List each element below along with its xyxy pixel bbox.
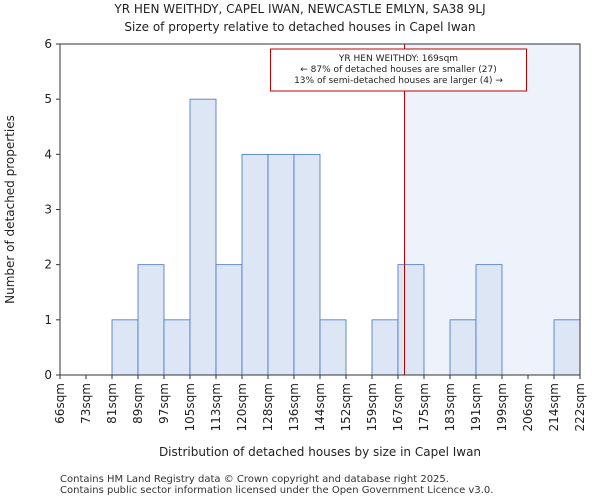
x-tick-label-81sqm: 81sqm <box>105 383 119 424</box>
chart-subtitle: Size of property relative to detached ho… <box>124 20 476 34</box>
y-tick-label-5: 5 <box>44 92 52 106</box>
bar-136sqm <box>293 153 321 376</box>
x-tick-label-89sqm: 89sqm <box>131 383 145 424</box>
bar-191sqm <box>475 264 503 376</box>
y-tick-label-3: 3 <box>44 203 52 217</box>
x-tick-label-128sqm: 128sqm <box>261 383 275 431</box>
footer-copyright: Contains HM Land Registry data © Crown c… <box>60 474 449 485</box>
x-tick-label-152sqm: 152sqm <box>339 383 353 431</box>
x-tick-label-167sqm: 167sqm <box>391 383 405 431</box>
y-tick-label-1: 1 <box>44 313 52 327</box>
chart-title: YR HEN WEITHDY, CAPEL IWAN, NEWCASTLE EM… <box>114 2 486 16</box>
bar-120sqm <box>241 153 269 376</box>
x-tick-label-183sqm: 183sqm <box>443 383 457 431</box>
bar-159sqm <box>371 319 399 376</box>
bar-144sqm <box>319 319 347 376</box>
y-tick-label-2: 2 <box>44 258 52 272</box>
x-tick-label-120sqm: 120sqm <box>235 383 249 431</box>
bar-97sqm <box>163 319 191 376</box>
x-tick-label-144sqm: 144sqm <box>313 383 327 431</box>
x-tick-label-66sqm: 66sqm <box>53 383 67 424</box>
bar-113sqm <box>215 264 243 376</box>
y-tick-label-6: 6 <box>44 37 52 51</box>
y-axis-label: Number of detached properties <box>3 115 17 304</box>
x-axis-label: Distribution of detached houses by size … <box>159 445 481 459</box>
x-tick-label-113sqm: 113sqm <box>209 383 223 431</box>
x-tick-label-175sqm: 175sqm <box>417 383 431 431</box>
y-tick-label-4: 4 <box>44 147 52 161</box>
bar-167sqm <box>397 264 425 376</box>
annotation-line-2: ← 87% of detached houses are smaller (27… <box>300 65 497 75</box>
x-tick-label-97sqm: 97sqm <box>157 383 171 424</box>
annotation-line-3: 13% of semi-detached houses are larger (… <box>294 76 503 86</box>
x-tick-label-206sqm: 206sqm <box>521 383 535 431</box>
bar-89sqm <box>137 264 165 376</box>
x-tick-label-222sqm: 222sqm <box>573 383 587 431</box>
annotation-box <box>270 48 527 92</box>
bar-214sqm <box>553 319 581 376</box>
x-tick-label-199sqm: 199sqm <box>495 383 509 431</box>
x-tick-label-214sqm: 214sqm <box>547 383 561 431</box>
footer-licence: Contains public sector information licen… <box>60 485 494 496</box>
x-tick-label-73sqm: 73sqm <box>79 383 93 424</box>
x-tick-label-159sqm: 159sqm <box>365 383 379 431</box>
x-tick-label-191sqm: 191sqm <box>469 383 483 431</box>
y-tick-label-0: 0 <box>44 368 52 382</box>
bar-105sqm <box>189 98 217 376</box>
bar-183sqm <box>449 319 477 376</box>
bar-81sqm <box>111 319 139 376</box>
annotation-line-1: YR HEN WEITHDY: 169sqm <box>338 54 458 64</box>
bar-128sqm <box>267 153 295 376</box>
x-tick-label-105sqm: 105sqm <box>183 383 197 431</box>
x-tick-label-136sqm: 136sqm <box>287 383 301 431</box>
